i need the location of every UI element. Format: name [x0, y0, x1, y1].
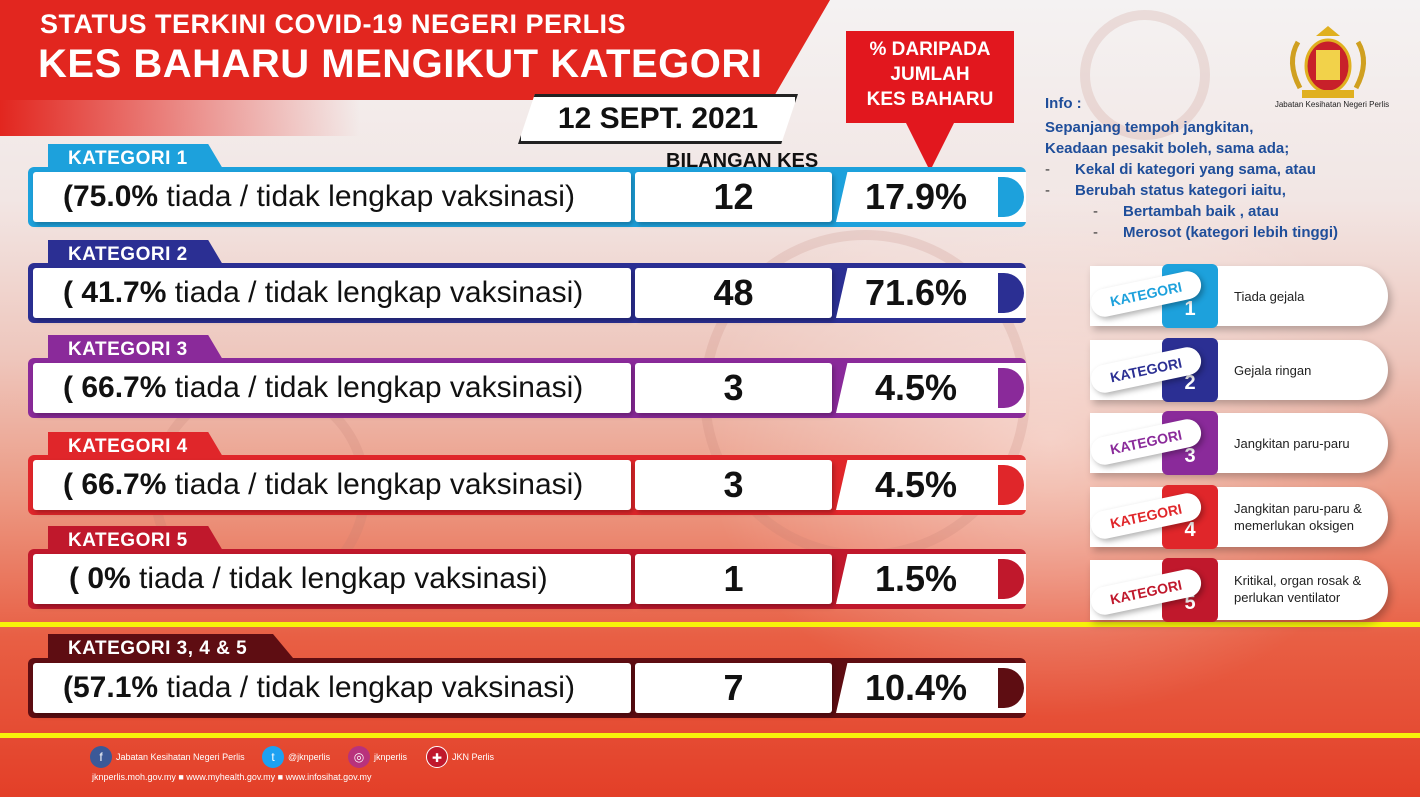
legend-text: Jangkitan paru-paru & memerlukan oksigen	[1234, 500, 1362, 534]
footer-other-label: JKN Perlis	[452, 752, 495, 762]
percent-callout: % DARIPADA JUMLAH KES BAHARU	[846, 31, 1014, 123]
page-title-line2: KES BAHARU MENGIKUT KATEGORI	[38, 42, 763, 86]
case-count: 7	[635, 663, 832, 713]
category-tab: KATEGORI 1	[48, 144, 226, 174]
case-count: 12	[635, 172, 832, 222]
case-count: 1	[635, 554, 832, 604]
legend-text: Jangkitan paru-paru	[1234, 436, 1350, 451]
vaccination-text: tiada / tidak lengkap vaksinasi)	[166, 371, 584, 404]
footer-twitter[interactable]: t @jknperlis	[262, 746, 330, 768]
info-title: Info :	[1045, 95, 1082, 112]
category-description: ( 66.7% tiada / tidak lengkap vaksinasi)	[33, 363, 631, 413]
info-line: Sepanjang tempoh jangkitan,	[1045, 119, 1254, 136]
info-subitem-text: Merosot (kategori lebih tinggi)	[1123, 224, 1339, 241]
footer-other[interactable]: ✚ JKN Perlis	[426, 746, 494, 768]
info-item: - Berubah status kategori iaitu,	[1045, 182, 1286, 199]
case-percent: 17.9%	[836, 172, 1026, 222]
vaccination-percent: ( 0%	[69, 562, 131, 595]
vaccination-percent: ( 66.7%	[63, 468, 167, 501]
legend-text-line: Jangkitan paru-paru &	[1234, 501, 1362, 516]
category-description: ( 0% tiada / tidak lengkap vaksinasi)	[33, 554, 631, 604]
header-banner	[0, 0, 830, 100]
legend-text: Gejala ringan	[1234, 363, 1312, 378]
info-line: Keadaan pesakit boleh, sama ada;	[1045, 140, 1290, 157]
case-count: 3	[635, 460, 832, 510]
legend-text-line: perlukan ventilator	[1234, 590, 1341, 605]
category-tab: KATEGORI 3, 4 & 5	[48, 634, 298, 664]
info-item-text: Kekal di kategori yang sama, atau	[1075, 161, 1316, 178]
vaccination-text: tiada / tidak lengkap vaksinasi)	[158, 180, 575, 213]
category-tab: KATEGORI 5	[48, 526, 226, 556]
virus-watermark	[1080, 10, 1210, 140]
vaccination-text: tiada / tidak lengkap vaksinasi)	[166, 468, 584, 501]
instagram-icon: ◎	[348, 746, 370, 768]
twitter-icon: t	[262, 746, 284, 768]
header-banner-fade	[0, 96, 360, 136]
case-count: 48	[635, 268, 832, 318]
vaccination-percent: ( 66.7%	[63, 371, 167, 404]
info-subitem: - Bertambah baik , atau	[1093, 203, 1279, 220]
vaccination-text: tiada / tidak lengkap vaksinasi)	[130, 562, 548, 595]
legend-text: Kritikal, organ rosak & perlukan ventila…	[1234, 572, 1361, 606]
legend-text-line: memerlukan oksigen	[1234, 518, 1354, 533]
category-tab: KATEGORI 3	[48, 335, 226, 365]
case-percent: 71.6%	[836, 268, 1026, 318]
info-subitem-text: Bertambah baik , atau	[1123, 203, 1279, 220]
divider-line	[0, 622, 1420, 627]
category-description: ( 66.7% tiada / tidak lengkap vaksinasi)	[33, 460, 631, 510]
footer-instagram[interactable]: ◎ jknperlis	[348, 746, 407, 768]
case-percent: 1.5%	[836, 554, 1026, 604]
crest-caption: Jabatan Kesihatan Negeri Perlis	[1274, 100, 1390, 109]
footer-facebook-label: Jabatan Kesihatan Negeri Perlis	[116, 752, 245, 762]
vaccination-text: tiada / tidak lengkap vaksinasi)	[158, 671, 575, 704]
case-percent: 10.4%	[836, 663, 1026, 713]
info-item: - Kekal di kategori yang sama, atau	[1045, 161, 1316, 178]
category-tab: KATEGORI 2	[48, 240, 226, 270]
divider-line	[0, 733, 1420, 738]
legend-text: Tiada gejala	[1234, 289, 1305, 304]
count-column-label: BILANGAN KES	[666, 150, 819, 172]
callout-arrow-icon	[906, 123, 954, 171]
category-description: ( 41.7% tiada / tidak lengkap vaksinasi)	[33, 268, 631, 318]
legend-text-line: Kritikal, organ rosak &	[1234, 573, 1362, 588]
category-tab: KATEGORI 4	[48, 432, 226, 462]
jkn-logo-icon: ✚	[426, 746, 448, 768]
case-percent: 4.5%	[836, 363, 1026, 413]
vaccination-percent: ( 41.7%	[63, 276, 167, 309]
category-description: (57.1% tiada / tidak lengkap vaksinasi)	[33, 663, 631, 713]
info-panel: Info : Sepanjang tempoh jangkitan, Keada…	[1045, 93, 1338, 243]
footer-links: jknperlis.moh.gov.my ■ www.myhealth.gov.…	[92, 772, 372, 782]
info-subitem: - Merosot (kategori lebih tinggi)	[1093, 224, 1339, 241]
callout-line2: JUMLAH	[890, 64, 970, 85]
footer-twitter-label: @jknperlis	[288, 752, 331, 762]
crest-icon	[1290, 26, 1366, 98]
callout-line3: KES BAHARU	[866, 89, 994, 110]
category-description: (75.0% tiada / tidak lengkap vaksinasi)	[33, 172, 631, 222]
case-percent: 4.5%	[836, 460, 1026, 510]
footer-facebook[interactable]: f Jabatan Kesihatan Negeri Perlis	[90, 746, 245, 768]
case-count: 3	[635, 363, 832, 413]
date-label: 12 SEPT. 2021	[518, 94, 798, 144]
callout-line1: % DARIPADA	[869, 39, 991, 60]
vaccination-text: tiada / tidak lengkap vaksinasi)	[166, 276, 584, 309]
footer-instagram-label: jknperlis	[374, 752, 408, 762]
vaccination-percent: (75.0%	[63, 180, 159, 213]
info-item-text: Berubah status kategori iaitu,	[1075, 182, 1286, 199]
page-title-line1: STATUS TERKINI COVID-19 NEGERI PERLIS	[40, 9, 627, 39]
facebook-icon: f	[90, 746, 112, 768]
vaccination-percent: (57.1%	[63, 671, 159, 704]
